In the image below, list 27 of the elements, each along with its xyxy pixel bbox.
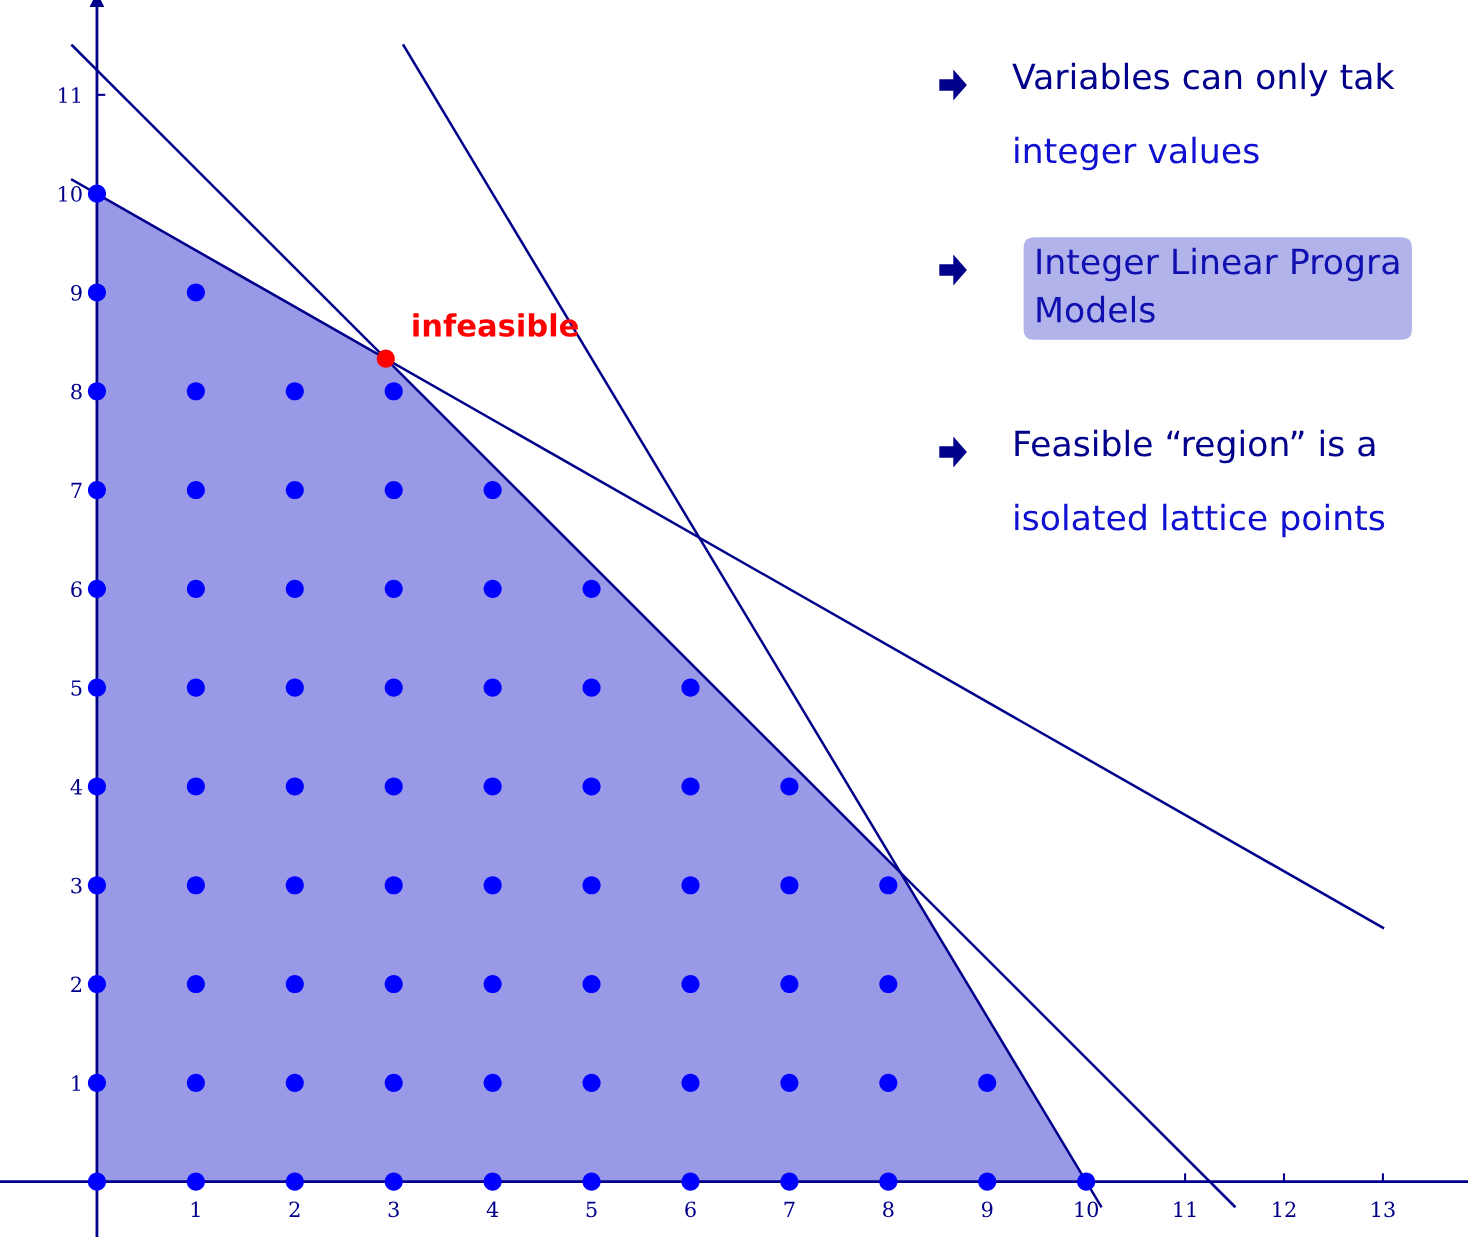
y-tick-label: 10 [59,186,82,202]
y-tick-label: 3 [71,877,82,894]
y-tick-label: 2 [71,976,82,992]
x-tick-label: 1 [191,1201,200,1217]
y-tick-label: 7 [71,482,82,498]
x-tick-label: 4 [486,1201,499,1217]
x-tick-label: 11 [1174,1201,1196,1217]
annotation: Integer Linear Progra Models [1037,247,1399,323]
annotation: Variables can only tak integer values [1012,62,1395,171]
x-tick-label: 9 [981,1201,993,1218]
y-tick-label: 4 [70,778,83,795]
annotation: Feasible “region” is a isolated lattice points [1015,429,1385,538]
y-tick-label: 1 [72,1075,81,1091]
x-tick-label: 5 [586,1201,597,1218]
x-tick-label: 13 [1372,1201,1395,1218]
y-tick-label: 9 [71,284,82,301]
x-tick-label: 10 [1075,1201,1099,1218]
x-tick-label: 3 [388,1201,399,1218]
x-tick-label: 6 [685,1201,696,1218]
y-tick-label: 6 [71,581,82,598]
y-tick-label: 8 [71,383,82,400]
x-tick-label: 8 [883,1201,894,1218]
x-tick-label: 12 [1273,1201,1296,1217]
x-tick-label: 2 [289,1201,300,1217]
x-tick-label: 7 [784,1201,795,1217]
y-tick-label: 5 [71,680,82,696]
y-tick-label: 11 [59,87,81,103]
